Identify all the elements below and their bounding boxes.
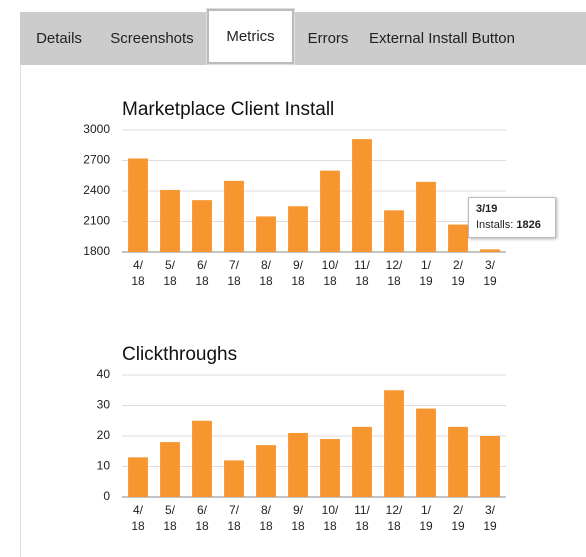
bar [320,439,340,497]
tooltip: 3/19 Installs: 1826 [468,197,556,238]
bar [384,210,404,252]
bar [192,420,212,497]
x-tick-label: 9/ 18 [291,258,305,288]
tab[interactable]: Metrics [207,9,294,64]
tooltip-row: Installs: 1826 [476,219,548,231]
x-tick-label: 3/ 19 [483,258,497,288]
bar [352,139,372,252]
x-tick-label: 4/ 18 [131,503,145,533]
bar [128,158,148,252]
bar [128,457,148,497]
x-tick-label: 1/ 19 [419,503,433,533]
bar [352,426,372,497]
y-tick-label: 10 [97,459,111,473]
x-tick-label: 8/ 18 [259,503,273,533]
chart-title: Clickthroughs [122,344,237,365]
y-tick-label: 2400 [83,183,110,197]
bar [480,436,500,497]
x-tick-label: 6/ 18 [195,258,209,288]
x-tick-label: 7/ 18 [227,258,241,288]
bar [224,460,244,497]
bar [160,189,180,252]
x-tick-label: 8/ 18 [259,258,273,288]
y-tick-label: 2700 [83,153,110,167]
y-tick-label: 1800 [83,244,110,258]
x-tick-label: 9/ 18 [291,503,305,533]
bar [288,206,308,252]
bar [416,408,436,497]
bar [448,224,468,252]
y-tick-label: 2100 [83,214,110,228]
x-tick-label: 10/ 18 [321,258,339,288]
tooltip-label: Installs: [476,219,514,231]
tooltip-value: 1826 [516,219,541,231]
tooltip-title: 3/19 [476,203,498,215]
x-tick-label: 5/ 18 [163,503,177,533]
x-tick-label: 6/ 18 [195,503,209,533]
bar [288,432,308,497]
chart-title: Marketplace Client Install [122,99,334,120]
tab[interactable]: External Install Button [369,30,515,47]
y-tick-label: 0 [103,489,110,503]
y-tick-label: 20 [97,428,111,442]
bar [384,390,404,497]
x-tick-label: 2/ 19 [451,258,465,288]
x-tick-label: 10/ 18 [321,503,339,533]
tab[interactable]: Screenshots [110,30,194,47]
bar [416,181,436,252]
bar [160,442,180,497]
bar [256,216,276,252]
bar [256,445,276,497]
tab[interactable]: Details [36,30,82,47]
content-border [20,65,21,557]
bar [448,426,468,497]
x-tick-label: 5/ 18 [163,258,177,288]
x-tick-label: 7/ 18 [227,503,241,533]
x-tick-label: 11/ 18 [354,258,370,288]
bar [320,170,340,252]
y-tick-label: 30 [97,398,111,412]
x-tick-label: 2/ 19 [451,503,465,533]
y-tick-label: 40 [97,367,111,381]
tab-bar: Details Screenshots Metrics Errors External … [20,9,586,65]
bar [224,180,244,252]
y-tick-label: 3000 [83,122,110,136]
x-tick-label: 4/ 18 [131,258,145,288]
x-tick-label: 3/ 19 [483,503,497,533]
x-tick-label: 1/ 19 [419,258,433,288]
x-tick-label: 12/ 18 [385,503,403,533]
bar [480,249,500,252]
tab[interactable]: Errors [307,30,349,47]
bar [192,200,212,252]
x-tick-label: 11/ 18 [354,503,370,533]
x-tick-label: 12/ 18 [385,258,403,288]
